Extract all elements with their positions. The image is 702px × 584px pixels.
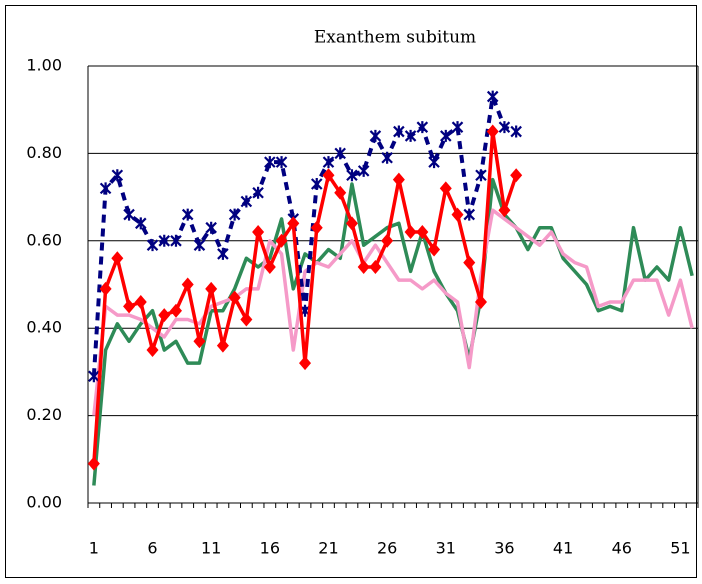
data-point bbox=[252, 186, 264, 199]
data-point bbox=[428, 242, 441, 257]
data-point bbox=[451, 121, 464, 134]
data-point bbox=[486, 124, 499, 139]
chart-title: Exanthem subitum bbox=[314, 28, 476, 48]
data-point bbox=[345, 216, 358, 231]
data-point bbox=[158, 234, 171, 247]
data-point bbox=[451, 207, 464, 222]
data-point bbox=[205, 281, 218, 296]
data-point bbox=[240, 312, 253, 327]
data-point bbox=[99, 281, 112, 296]
data-point bbox=[357, 260, 370, 275]
data-point bbox=[498, 121, 511, 134]
data-point bbox=[146, 239, 159, 252]
data-point bbox=[216, 338, 229, 353]
data-point bbox=[87, 456, 100, 471]
x-tick-label: 6 bbox=[147, 539, 157, 558]
chart-frame bbox=[5, 5, 697, 578]
data-point bbox=[181, 277, 194, 292]
data-point bbox=[416, 225, 429, 240]
data-point bbox=[217, 247, 229, 260]
x-tick-label: 51 bbox=[670, 539, 690, 558]
data-point bbox=[510, 168, 523, 183]
x-tick-label: 41 bbox=[553, 539, 573, 558]
data-point bbox=[346, 169, 358, 182]
data-point bbox=[193, 334, 206, 349]
x-tick-label: 26 bbox=[377, 539, 397, 558]
data-point bbox=[357, 164, 370, 177]
data-point bbox=[299, 356, 312, 371]
data-point bbox=[439, 181, 452, 196]
series-line bbox=[92, 177, 694, 486]
data-point bbox=[228, 290, 241, 305]
data-point bbox=[498, 203, 511, 218]
data-point bbox=[123, 299, 136, 314]
data-point bbox=[404, 225, 417, 240]
data-point bbox=[463, 208, 476, 221]
data-point bbox=[369, 129, 382, 142]
x-tick-label: 21 bbox=[318, 539, 338, 558]
data-point bbox=[381, 151, 393, 164]
x-tick-label: 31 bbox=[436, 539, 456, 558]
data-point bbox=[111, 251, 124, 266]
data-point bbox=[135, 217, 147, 230]
y-tick-label: 1.00 bbox=[26, 56, 62, 75]
data-point bbox=[99, 182, 112, 195]
data-point bbox=[475, 169, 487, 182]
data-point bbox=[310, 177, 323, 190]
data-point bbox=[275, 156, 288, 169]
data-point bbox=[287, 216, 300, 231]
data-point bbox=[416, 121, 429, 134]
data-point bbox=[310, 220, 323, 235]
data-point bbox=[146, 343, 159, 358]
x-tick-label: 11 bbox=[201, 539, 221, 558]
data-point bbox=[381, 233, 394, 248]
data-point bbox=[322, 168, 335, 183]
data-point bbox=[440, 129, 452, 142]
data-point bbox=[181, 208, 194, 221]
data-point bbox=[334, 147, 346, 160]
data-point bbox=[275, 233, 288, 248]
data-point bbox=[263, 260, 276, 275]
x-tick-label: 1 bbox=[89, 539, 99, 558]
data-point bbox=[428, 156, 440, 169]
data-point bbox=[205, 221, 217, 234]
data-point bbox=[111, 169, 124, 182]
y-tick-label: 0.00 bbox=[26, 493, 62, 512]
data-point bbox=[404, 129, 417, 142]
data-point bbox=[170, 234, 182, 247]
data-point bbox=[510, 125, 522, 138]
x-tick-label: 36 bbox=[494, 539, 514, 558]
data-point bbox=[158, 308, 171, 323]
data-point bbox=[228, 208, 241, 221]
data-point bbox=[392, 172, 405, 187]
data-point bbox=[264, 156, 276, 169]
data-point bbox=[334, 185, 347, 200]
data-point bbox=[486, 90, 499, 103]
data-point bbox=[134, 294, 147, 309]
data-point bbox=[193, 239, 206, 252]
y-tick-label: 0.40 bbox=[26, 318, 62, 337]
data-point bbox=[322, 156, 335, 169]
series-line bbox=[92, 208, 694, 416]
y-tick-label: 0.80 bbox=[26, 143, 62, 162]
data-point bbox=[463, 255, 476, 270]
data-point bbox=[169, 303, 182, 318]
data-point bbox=[88, 370, 100, 383]
x-tick-label: 16 bbox=[260, 539, 280, 558]
y-tick-label: 0.60 bbox=[26, 230, 62, 249]
data-point bbox=[123, 208, 135, 221]
x-tick-label: 46 bbox=[612, 539, 632, 558]
data-point bbox=[474, 294, 487, 309]
data-point bbox=[240, 195, 253, 208]
data-point bbox=[393, 125, 405, 138]
data-point bbox=[252, 225, 265, 240]
y-tick-label: 0.20 bbox=[26, 405, 62, 424]
data-point bbox=[369, 260, 382, 275]
